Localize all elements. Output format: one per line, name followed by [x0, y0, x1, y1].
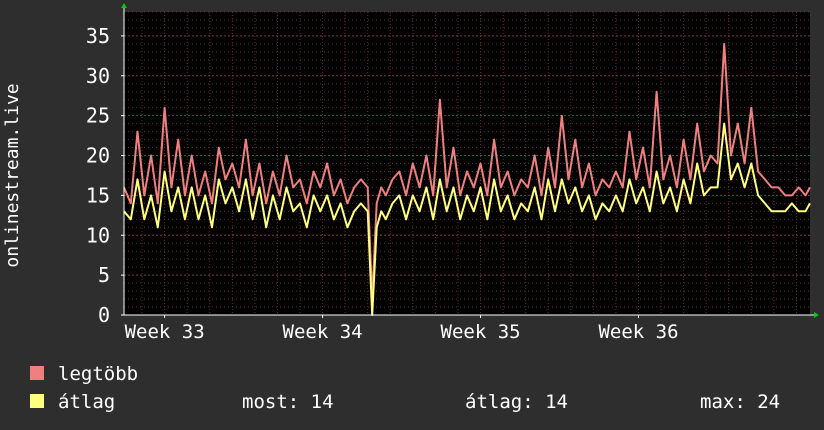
legend-swatch-max	[30, 365, 44, 380]
x-tick-label: Week 33	[125, 321, 205, 343]
legend-swatch-avg	[30, 393, 44, 408]
y-tick-label: 10	[86, 223, 110, 247]
y-tick-label: 20	[86, 144, 110, 168]
series-line-avg	[123, 122, 811, 316]
legend-label-avg: átlag	[58, 391, 116, 413]
y-tick-label: 15	[86, 183, 110, 207]
stat-now: most: 14	[242, 391, 334, 413]
legend: legtöbb átlag most: 14 átlag: 14 max: 24	[30, 362, 810, 422]
y-tick-label: 5	[98, 263, 110, 287]
y-tick-label: 0	[98, 303, 110, 327]
series-line-max	[123, 42, 811, 301]
stat-average: átlag: 14	[465, 391, 568, 413]
y-axis-label: onlinestream.live	[2, 83, 23, 267]
y-axis-arrow	[121, 3, 127, 8]
plot-area	[124, 12, 810, 315]
x-tick-label: Week 35	[441, 321, 521, 343]
y-tick-label: 30	[86, 64, 110, 88]
legend-label-max: legtöbb	[58, 363, 139, 385]
x-axis-arrow	[814, 312, 819, 318]
x-tick-label: Week 36	[598, 321, 678, 343]
x-tick-label: Week 34	[283, 321, 363, 343]
stat-max: max: 24	[700, 391, 781, 413]
legend-item-max: legtöbb	[30, 362, 138, 386]
y-tick-label: 35	[86, 24, 110, 48]
y-tick-label: 25	[86, 104, 110, 128]
legend-item-avg: átlag most: 14 átlag: 14 max: 24	[30, 390, 810, 414]
